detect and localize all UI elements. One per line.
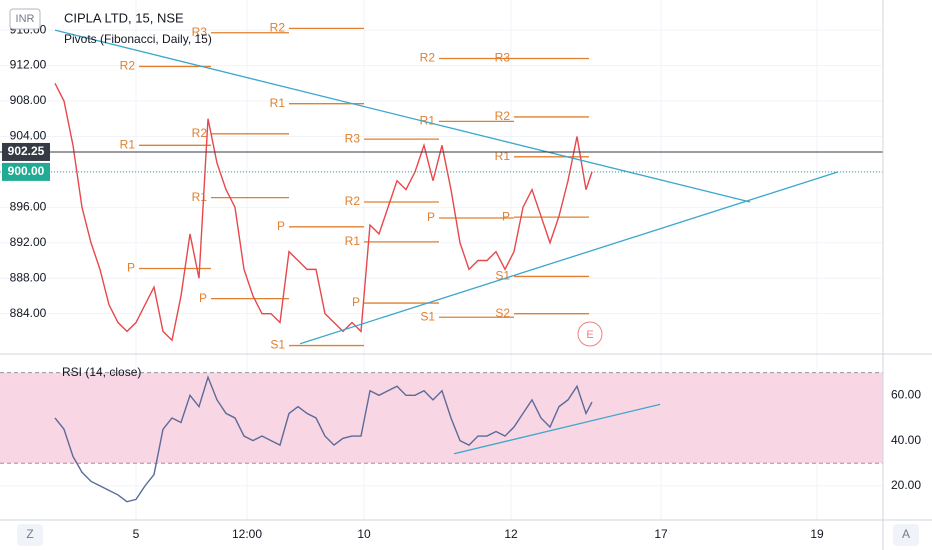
currency-box[interactable] bbox=[9, 8, 41, 30]
pivot-label: R3 bbox=[495, 51, 511, 65]
pivot-label: R3 bbox=[192, 25, 208, 39]
auto-button[interactable] bbox=[893, 524, 919, 546]
pivot-label: R2 bbox=[345, 194, 361, 208]
x-tick-label: 12:00 bbox=[232, 527, 262, 541]
x-tick-label: 10 bbox=[357, 527, 371, 541]
pivot-label: R1 bbox=[270, 96, 286, 110]
pivot-label: R2 bbox=[420, 51, 436, 65]
pivot-label: R1 bbox=[420, 114, 436, 128]
event-marker[interactable]: E bbox=[586, 329, 593, 341]
x-tick-label: 17 bbox=[654, 527, 668, 541]
pivot-label: P bbox=[277, 219, 285, 233]
pivot-label: R2 bbox=[270, 21, 286, 35]
pivot-label: R2 bbox=[192, 126, 208, 140]
pivot-label: S1 bbox=[270, 338, 285, 352]
pivot-label: R2 bbox=[120, 59, 136, 73]
trendline bbox=[54, 29, 751, 203]
zoom-button[interactable] bbox=[17, 524, 43, 546]
y2-tick-label: 40.00 bbox=[891, 433, 921, 447]
axes: 5 12:00 10 12 17 19 884.00 888.00 892.00 896.00 90… bbox=[2, 22, 921, 541]
y-tick-label: 912.00 bbox=[10, 58, 47, 72]
y-tick-label: 896.00 bbox=[10, 200, 47, 214]
rsi-pane bbox=[0, 372, 883, 503]
event-circle[interactable] bbox=[577, 321, 603, 347]
y2-tick-label: 20.00 bbox=[891, 478, 921, 492]
indicator-label: Pivots (Fibonacci, Daily, 15) bbox=[64, 32, 212, 46]
price-line bbox=[54, 82, 593, 342]
y-tick-label: 888.00 bbox=[10, 270, 47, 284]
rsi-label: RSI (14, close) bbox=[62, 365, 141, 379]
price-badge bbox=[2, 142, 50, 161]
pivot-label: S2 bbox=[495, 306, 510, 320]
pivot-label: S1 bbox=[420, 309, 435, 323]
pivot-label: P bbox=[502, 209, 510, 223]
chart-title: CIPLA LTD, 15, NSE bbox=[64, 10, 184, 25]
price-pane: R2 R1 P R3 R2 R1 P R2 R1 P S1 R3 R2 R1 P R2 R1 P S1 R3 R2 R1 P… bbox=[0, 21, 883, 352]
pivot-label: P bbox=[427, 210, 435, 224]
pivot-label: R1 bbox=[192, 190, 208, 204]
price-badge bbox=[2, 162, 50, 181]
rsi-line bbox=[54, 375, 593, 503]
trendline bbox=[299, 171, 839, 345]
y-tick-label: 904.00 bbox=[10, 129, 47, 143]
pivot-label: R1 bbox=[120, 137, 136, 151]
price-badge-label: 900.00 bbox=[8, 164, 45, 178]
currency[interactable]: INR bbox=[16, 13, 35, 25]
y-tick-label: 892.00 bbox=[10, 235, 47, 249]
pivot-label: P bbox=[127, 261, 135, 275]
pivot-label: R2 bbox=[495, 109, 511, 123]
y-tick-label: 884.00 bbox=[10, 306, 47, 320]
x-tick-label: 12 bbox=[504, 527, 518, 541]
y-tick-label: 908.00 bbox=[10, 93, 47, 107]
pivot-label: S1 bbox=[495, 269, 510, 283]
rsi-band bbox=[0, 372, 883, 464]
trendline bbox=[453, 403, 661, 455]
price-badge-label: 902.25 bbox=[8, 144, 45, 158]
pivot-label: R3 bbox=[345, 131, 361, 145]
pivot-label: P bbox=[199, 291, 207, 305]
pivot-label: R1 bbox=[495, 149, 511, 163]
y2-tick-label: 60.00 bbox=[891, 387, 921, 401]
zoom-button-label[interactable]: Z bbox=[26, 527, 33, 541]
pivot-label: P bbox=[352, 295, 360, 309]
x-tick-label: 5 bbox=[133, 527, 140, 541]
auto-button-label[interactable]: A bbox=[902, 527, 910, 541]
x-tick-label: 19 bbox=[810, 527, 824, 541]
pivot-label: R1 bbox=[345, 234, 361, 248]
